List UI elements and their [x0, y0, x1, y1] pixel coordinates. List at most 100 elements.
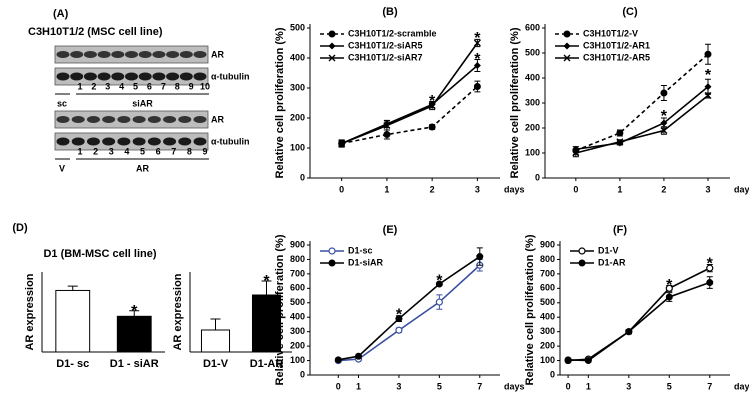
- annotation: *: [666, 277, 673, 294]
- legend-marker: [563, 54, 571, 62]
- lane-number: 6: [156, 146, 161, 156]
- blot-title: C3H10T1/2 (MSC cell line): [28, 26, 163, 38]
- x-tick-label: 0: [573, 184, 578, 194]
- blot-band: [102, 116, 116, 123]
- x-tick-label: 0: [336, 381, 341, 391]
- y-tick-label: 200: [290, 340, 305, 350]
- point: [435, 280, 443, 288]
- x-tick-label: 1: [617, 184, 622, 194]
- y-tick-label: 600: [290, 283, 305, 293]
- lane-number: 6: [147, 81, 152, 91]
- legend-label: C3H10T1/2-V: [583, 28, 638, 38]
- blot-strip: [54, 110, 209, 129]
- control-label: sc: [57, 98, 67, 108]
- x-tick-label: D1- sc: [56, 358, 89, 370]
- legend-label: C3H10T1/2-AR5: [583, 52, 650, 62]
- lane-number: 9: [202, 146, 207, 156]
- y-tick-label: 800: [540, 254, 555, 264]
- point: [473, 83, 481, 90]
- annotation: *: [661, 108, 668, 125]
- x-tick-label: 1: [586, 381, 591, 391]
- blot-band: [56, 116, 70, 123]
- blot-band: [138, 51, 152, 58]
- blot-band: [138, 72, 152, 81]
- point: [476, 253, 484, 261]
- point: [616, 129, 624, 137]
- y-tick-label: 0: [550, 369, 555, 379]
- y-tick-label: 900: [540, 239, 555, 249]
- panel-label: (D): [12, 222, 28, 234]
- bar: [116, 315, 152, 353]
- x-tick-label: 7: [707, 381, 712, 391]
- blot-band: [147, 116, 161, 123]
- x-axis-label: days: [734, 184, 749, 194]
- error-bar: [210, 318, 221, 330]
- point: [334, 356, 342, 364]
- legend-label: D1-sc: [348, 245, 373, 255]
- blot-band: [125, 51, 138, 58]
- point: [616, 138, 624, 146]
- point: [660, 89, 668, 97]
- point: [473, 62, 481, 69]
- blot-band: [152, 51, 166, 58]
- blot-row-label: α-tubulin: [211, 136, 250, 146]
- point: [706, 264, 714, 272]
- blot-band: [111, 51, 125, 58]
- bar: [251, 294, 282, 353]
- y-tick-label: 800: [290, 254, 305, 264]
- point: [665, 293, 673, 301]
- annotation: *: [474, 30, 481, 47]
- x-tick-label: 5: [437, 381, 442, 391]
- error-bar: [261, 280, 272, 295]
- y-axis-label: Relative cell proliferation (%): [274, 234, 286, 385]
- lane-number: 5: [140, 146, 145, 156]
- legend-marker: [563, 30, 571, 38]
- blot-band: [97, 72, 111, 81]
- point: [383, 122, 391, 129]
- panel-label: (A): [53, 8, 69, 20]
- x-tick-label: D1-V: [203, 358, 229, 370]
- point: [625, 328, 633, 336]
- legend-label: D1-siAR: [348, 257, 384, 267]
- y-tick-label: 400: [290, 312, 305, 322]
- blot-band: [179, 51, 193, 58]
- point: [564, 356, 572, 364]
- y-tick-label: 200: [290, 112, 305, 122]
- annotation: *: [474, 51, 481, 68]
- x-tick-label: D1 - siAR: [110, 358, 159, 370]
- legend-marker: [328, 30, 336, 38]
- blot-strip: [54, 132, 209, 151]
- group-label: AR: [136, 163, 149, 173]
- legend-label: C3H10T1/2-siAR5: [348, 40, 423, 50]
- y-tick-label: 200: [525, 122, 540, 132]
- point: [355, 352, 363, 360]
- x-tick-label: 1: [384, 184, 389, 194]
- lane-number: 8: [175, 81, 180, 91]
- blot-band: [117, 137, 131, 146]
- x-axis-label: days: [504, 184, 525, 194]
- blot-band: [193, 137, 207, 146]
- y-tick-label: 0: [300, 172, 305, 182]
- y-tick-label: 500: [290, 297, 305, 307]
- blot-band: [102, 137, 116, 146]
- y-tick-label: 400: [525, 72, 540, 82]
- y-tick-label: 100: [525, 147, 540, 157]
- blot-band: [179, 72, 193, 81]
- blot-band: [83, 51, 97, 58]
- x-tick-label: 0: [339, 184, 344, 194]
- point: [435, 298, 443, 306]
- legend-marker: [328, 42, 336, 50]
- series-line: [575, 86, 709, 151]
- legend-label: C3H10T1/2-AR1: [583, 40, 650, 50]
- blot-band: [70, 72, 84, 81]
- lane-number: 1: [77, 146, 82, 156]
- point: [706, 279, 714, 287]
- y-tick-label: 500: [525, 47, 540, 57]
- x-tick-label: 2: [430, 184, 435, 194]
- panel-label: (E): [383, 224, 398, 236]
- y-tick-label: 600: [540, 283, 555, 293]
- y-axis-label: Relative cell proliferation (%): [524, 234, 536, 385]
- legend-label: C3H10T1/2-siAR7: [348, 52, 423, 62]
- point: [395, 315, 403, 323]
- legend-marker: [578, 259, 586, 267]
